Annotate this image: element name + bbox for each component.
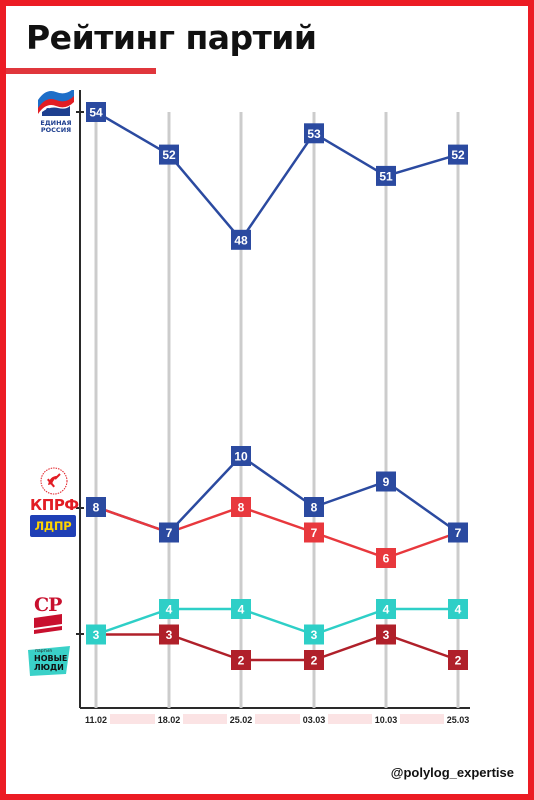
data-label-nl: 4 (455, 603, 462, 617)
data-label-kprf: 6 (383, 552, 390, 566)
ldpr-logo: ЛДПР (30, 515, 76, 537)
series-line-ldpr (95, 454, 459, 534)
kprf-logo-text: КПРФ (30, 496, 79, 514)
nl-logo-small: партия (35, 649, 52, 654)
data-point-nl (304, 624, 324, 645)
x-tick-label: 03.03 (303, 715, 326, 725)
edinaya-rossiya-logo: ЕДИНАЯ РОССИЯ (34, 90, 78, 146)
data-point-er (159, 144, 179, 165)
x-tick-label: 25.03 (447, 715, 470, 725)
data-label-er: 52 (162, 148, 176, 162)
series-line-sr (96, 633, 459, 662)
data-label-er: 54 (89, 106, 103, 120)
data-point-er (304, 123, 324, 144)
data-label-ldpr: 10 (234, 450, 248, 464)
data-point-er (231, 229, 251, 250)
data-point-sr (304, 650, 324, 670)
data-point-sr (231, 650, 251, 670)
data-label-er: 52 (451, 148, 465, 162)
date-band (400, 714, 444, 724)
date-band (255, 714, 300, 724)
data-point-kprf (231, 497, 251, 517)
data-label-ldpr: 8 (311, 501, 318, 515)
data-point-sr (159, 624, 179, 645)
sr-flag-icon (34, 614, 62, 634)
x-tick-label: 11.02 (85, 715, 107, 725)
data-point-sr (448, 650, 468, 670)
data-label-nl: 4 (238, 603, 245, 617)
data-point-kprf (304, 522, 324, 543)
title-underline (6, 68, 156, 74)
data-point-ldpr (86, 497, 106, 517)
data-label-nl: 3 (311, 628, 318, 642)
data-point-nl (86, 624, 106, 645)
data-label-er: 48 (234, 233, 248, 247)
nl-logo-line2: ЛЮДИ (34, 663, 64, 672)
date-band (183, 714, 227, 724)
data-point-kprf (376, 548, 396, 568)
ldpr-logo-text: ЛДПР (34, 519, 72, 533)
er-logo-line2: РОССИЯ (40, 126, 72, 134)
data-label-er: 53 (307, 127, 321, 141)
data-point-er (448, 144, 468, 165)
data-label-er: 51 (379, 169, 393, 183)
nl-logo-text: НОВЫЕ ЛЮДИ (34, 654, 67, 672)
x-tick-label: 25.02 (230, 715, 253, 725)
data-label-ldpr: 8 (93, 501, 100, 515)
new-people-badge-icon (28, 646, 70, 676)
nl-logo-line1: НОВЫЕ (34, 654, 68, 663)
data-point-nl (376, 599, 396, 619)
author-handle: @polylog_expertise (390, 765, 514, 780)
data-point-ldpr (448, 522, 468, 543)
data-label-sr: 3 (383, 628, 390, 642)
data-label-sr: 2 (238, 654, 245, 668)
er-logo-line1: ЕДИНАЯ (40, 119, 72, 127)
date-band (110, 714, 155, 724)
data-point-ldpr (159, 522, 179, 543)
data-label-sr: 2 (311, 654, 318, 668)
data-label-ldpr: 7 (455, 526, 462, 540)
series-line-er (95, 110, 459, 242)
data-label-kprf: 8 (238, 501, 245, 515)
data-label-sr: 2 (455, 654, 462, 668)
x-tick-label: 10.03 (375, 715, 398, 725)
data-point-ldpr (376, 471, 396, 492)
data-label-nl: 4 (166, 603, 173, 617)
data-point-er (376, 165, 396, 186)
data-label-kprf: 7 (311, 526, 318, 540)
data-point-nl (231, 599, 251, 619)
sr-logo-text: СР (34, 594, 62, 616)
data-point-er (86, 102, 106, 122)
x-tick-label: 18.02 (158, 715, 181, 725)
page-title: Рейтинг партий (26, 18, 317, 57)
series-line-kprf (95, 505, 459, 560)
data-label-ldpr: 9 (383, 475, 390, 489)
series-line-nl (95, 607, 458, 636)
data-label-nl: 4 (383, 603, 390, 617)
hammer-sickle-icon (40, 467, 68, 495)
data-point-sr (376, 624, 396, 645)
bear-flag-icon (38, 90, 74, 116)
data-point-ldpr (231, 446, 251, 466)
data-label-sr: 3 (166, 628, 173, 642)
data-label-nl: 3 (93, 628, 100, 642)
data-point-nl (159, 599, 179, 619)
date-band (328, 714, 372, 724)
sr-logo: СР (32, 594, 68, 636)
data-point-nl (448, 599, 468, 619)
data-point-ldpr (304, 497, 324, 517)
novye-lyudi-logo: партия НОВЫЕ ЛЮДИ (26, 646, 72, 676)
data-label-ldpr: 7 (166, 526, 173, 540)
